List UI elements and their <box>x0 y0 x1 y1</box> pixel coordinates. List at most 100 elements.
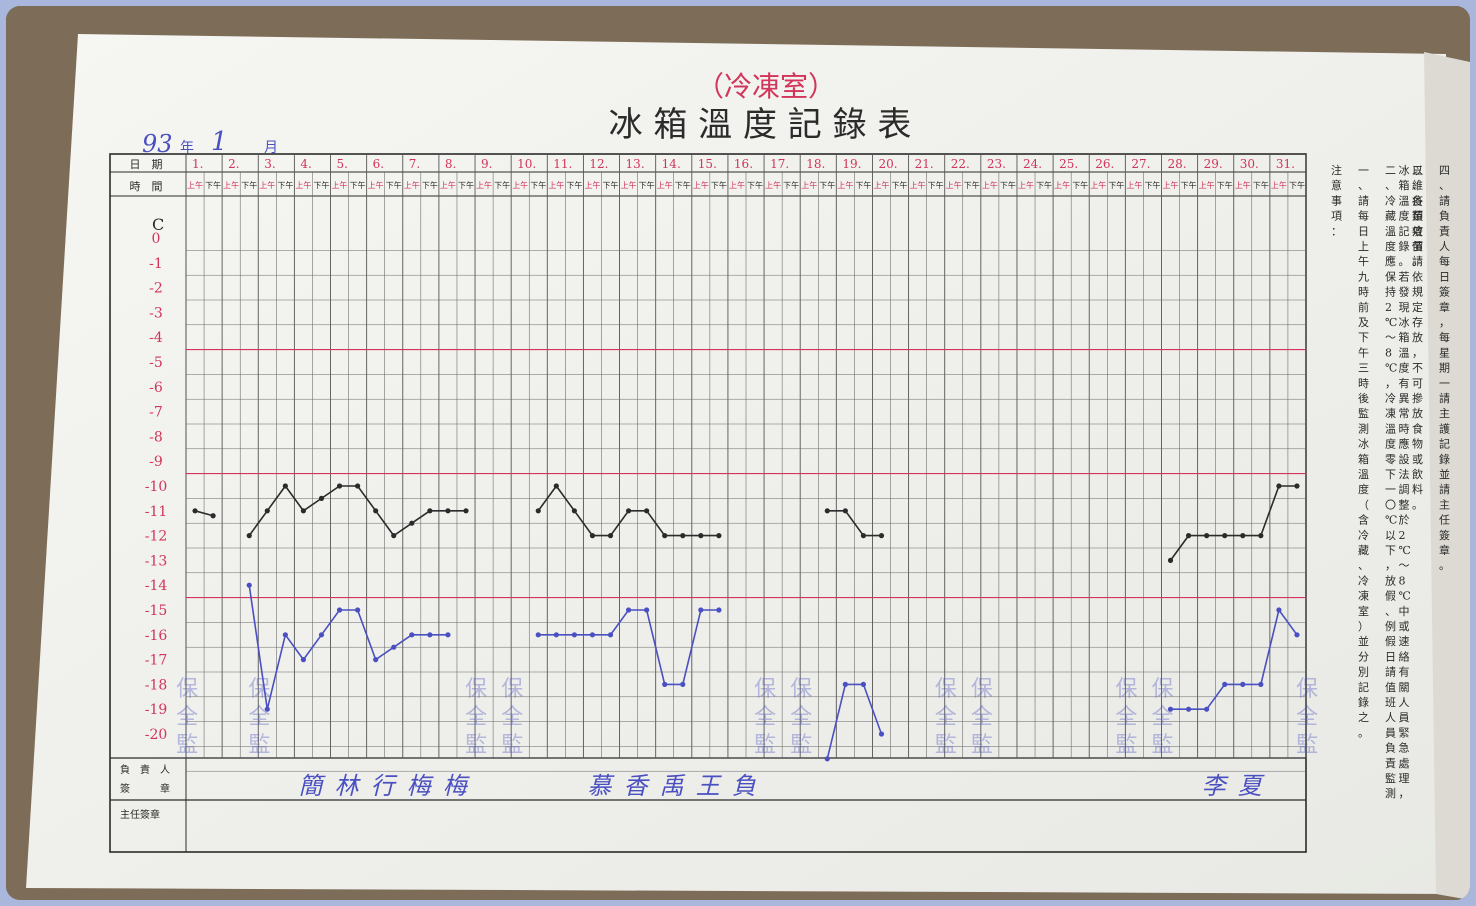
note-char: 溫 <box>1399 345 1410 359</box>
note-char: 、 <box>1385 605 1396 618</box>
note-char: 箱 <box>1399 330 1410 344</box>
note-char: 存 <box>1412 315 1423 329</box>
note-char: 下 <box>1385 468 1396 481</box>
stamp-char: 監 <box>1296 733 1318 758</box>
am-label: 上午 <box>729 180 745 190</box>
note-char: 午 <box>1358 255 1369 268</box>
pm-label: 下午 <box>1036 180 1052 190</box>
note-char: 放 <box>1412 406 1423 420</box>
date-label: 日 期 <box>130 158 163 171</box>
signature-name: 梅 <box>443 772 470 800</box>
note-char: 溫 <box>1399 193 1410 207</box>
note-char: 於 <box>1399 513 1410 527</box>
note-char: 請 <box>1385 665 1396 679</box>
temperature-tick: -9 <box>149 454 163 470</box>
day-label: 7. <box>409 157 420 171</box>
pm-label: 下午 <box>1144 180 1160 190</box>
note-char: 下 <box>1358 331 1369 344</box>
note-char: 章 <box>1439 543 1450 557</box>
note-char: 價 <box>1412 239 1423 253</box>
temperature-tick: -15 <box>145 603 168 619</box>
note-char: 日 <box>1385 650 1396 663</box>
upper-reading-line <box>1169 485 1297 561</box>
stamp-char: 全 <box>248 705 270 730</box>
note-char: 請 <box>1439 482 1450 496</box>
note-char: 責 <box>1385 756 1396 770</box>
note-char: 維 <box>1412 179 1423 192</box>
note-char: 可 <box>1412 377 1423 390</box>
note-char: 緊 <box>1399 726 1410 739</box>
stamp-char: 保 <box>790 677 812 702</box>
note-char: 冷 <box>1385 392 1396 405</box>
note-char: 度 <box>1399 361 1410 375</box>
note-char: 一 <box>1385 483 1396 496</box>
note-char: 度 <box>1385 437 1396 451</box>
am-label: 上午 <box>548 180 564 190</box>
note-char: 護 <box>1439 421 1450 435</box>
note-char: ： <box>1331 225 1342 238</box>
temperature-tick: -16 <box>145 628 168 644</box>
pm-label: 下午 <box>458 180 474 190</box>
day-label: 8. <box>445 157 456 171</box>
notes-section: 注意事項：一、請每日上午九時前及下午三時後監測冰箱溫度（含冷藏、冷凍室）並分別記… <box>1331 163 1450 800</box>
am-label: 上午 <box>837 180 853 190</box>
am-label: 上午 <box>332 180 348 190</box>
note-char: 主 <box>1439 498 1450 511</box>
note-char: 日 <box>1439 270 1450 283</box>
note-char: 負 <box>1439 210 1450 223</box>
note-char: 整 <box>1399 497 1410 511</box>
note-char: 監 <box>1358 406 1369 420</box>
note-char: 2 <box>1385 301 1392 314</box>
day-label: 27. <box>1131 157 1150 171</box>
pm-label: 下午 <box>855 180 871 190</box>
note-char: 放 <box>1412 330 1423 344</box>
note-char: 時 <box>1358 377 1369 390</box>
day-label: 17. <box>770 157 789 171</box>
day-header-row: 1. 2. 3. 4. 5. 6. 7. 8. 9. 10. 11. 12. 13. 14. 15. 16. 1… <box>192 157 1295 171</box>
signature-name: 香 <box>624 772 651 800</box>
note-char: 、 <box>1358 559 1369 572</box>
note-char: ～ <box>1399 559 1410 572</box>
stamp-char: 保 <box>1296 677 1318 702</box>
year-unit: 年 <box>180 140 194 156</box>
day-label: 12. <box>589 157 608 171</box>
stamp-char: 保 <box>176 677 198 702</box>
note-char: 理 <box>1399 772 1410 785</box>
note-char: 冰 <box>1399 316 1410 329</box>
note-char: 室 <box>1358 604 1369 618</box>
supervisor-label: 主任簽章 <box>120 808 160 821</box>
note-char: 處 <box>1399 756 1410 770</box>
note-char: ， <box>1385 377 1396 390</box>
note-char: 或 <box>1412 453 1423 466</box>
unit-label: C <box>152 215 164 234</box>
photo-frame: （冷凍室） 冰 箱 溫 度 記 錄 表 93 年 1 月 日 期 時 間 C 負… <box>6 6 1470 900</box>
note-char: ℃ <box>1399 544 1411 557</box>
am-label: 上午 <box>946 180 962 190</box>
stamp-char: 保 <box>248 677 270 702</box>
photo: （冷凍室） 冰 箱 溫 度 記 錄 表 93 年 1 月 日 期 時 間 C 負… <box>6 6 1470 900</box>
note-char: 責 <box>1439 224 1450 238</box>
day-label: 15. <box>698 157 717 171</box>
temperature-tick: -7 <box>149 405 163 421</box>
note-char: 箱 <box>1358 452 1369 466</box>
am-label: 上午 <box>1090 180 1106 190</box>
upper-reading-line <box>248 484 466 537</box>
note-char: 請 <box>1412 254 1423 268</box>
note-char: 。 <box>1439 559 1450 572</box>
note-char: 食 <box>1412 421 1423 435</box>
note-char: 疫 <box>1412 193 1423 207</box>
note-char: 異 <box>1399 392 1410 405</box>
note-char: 事 <box>1331 194 1342 207</box>
stamp-char: 全 <box>1115 705 1137 730</box>
note-char: 負 <box>1385 742 1396 755</box>
note-char: ℃ <box>1399 590 1411 603</box>
temperature-tick: -17 <box>145 653 168 669</box>
pm-label: 下午 <box>205 180 221 190</box>
day-label: 18. <box>806 157 825 171</box>
page-edge <box>1424 52 1470 900</box>
note-char: 簽 <box>1439 285 1450 299</box>
pm-label: 下午 <box>892 180 908 190</box>
note-char: 設 <box>1399 452 1410 466</box>
pm-label: 下午 <box>313 180 329 190</box>
note-char: 苗 <box>1412 210 1423 223</box>
